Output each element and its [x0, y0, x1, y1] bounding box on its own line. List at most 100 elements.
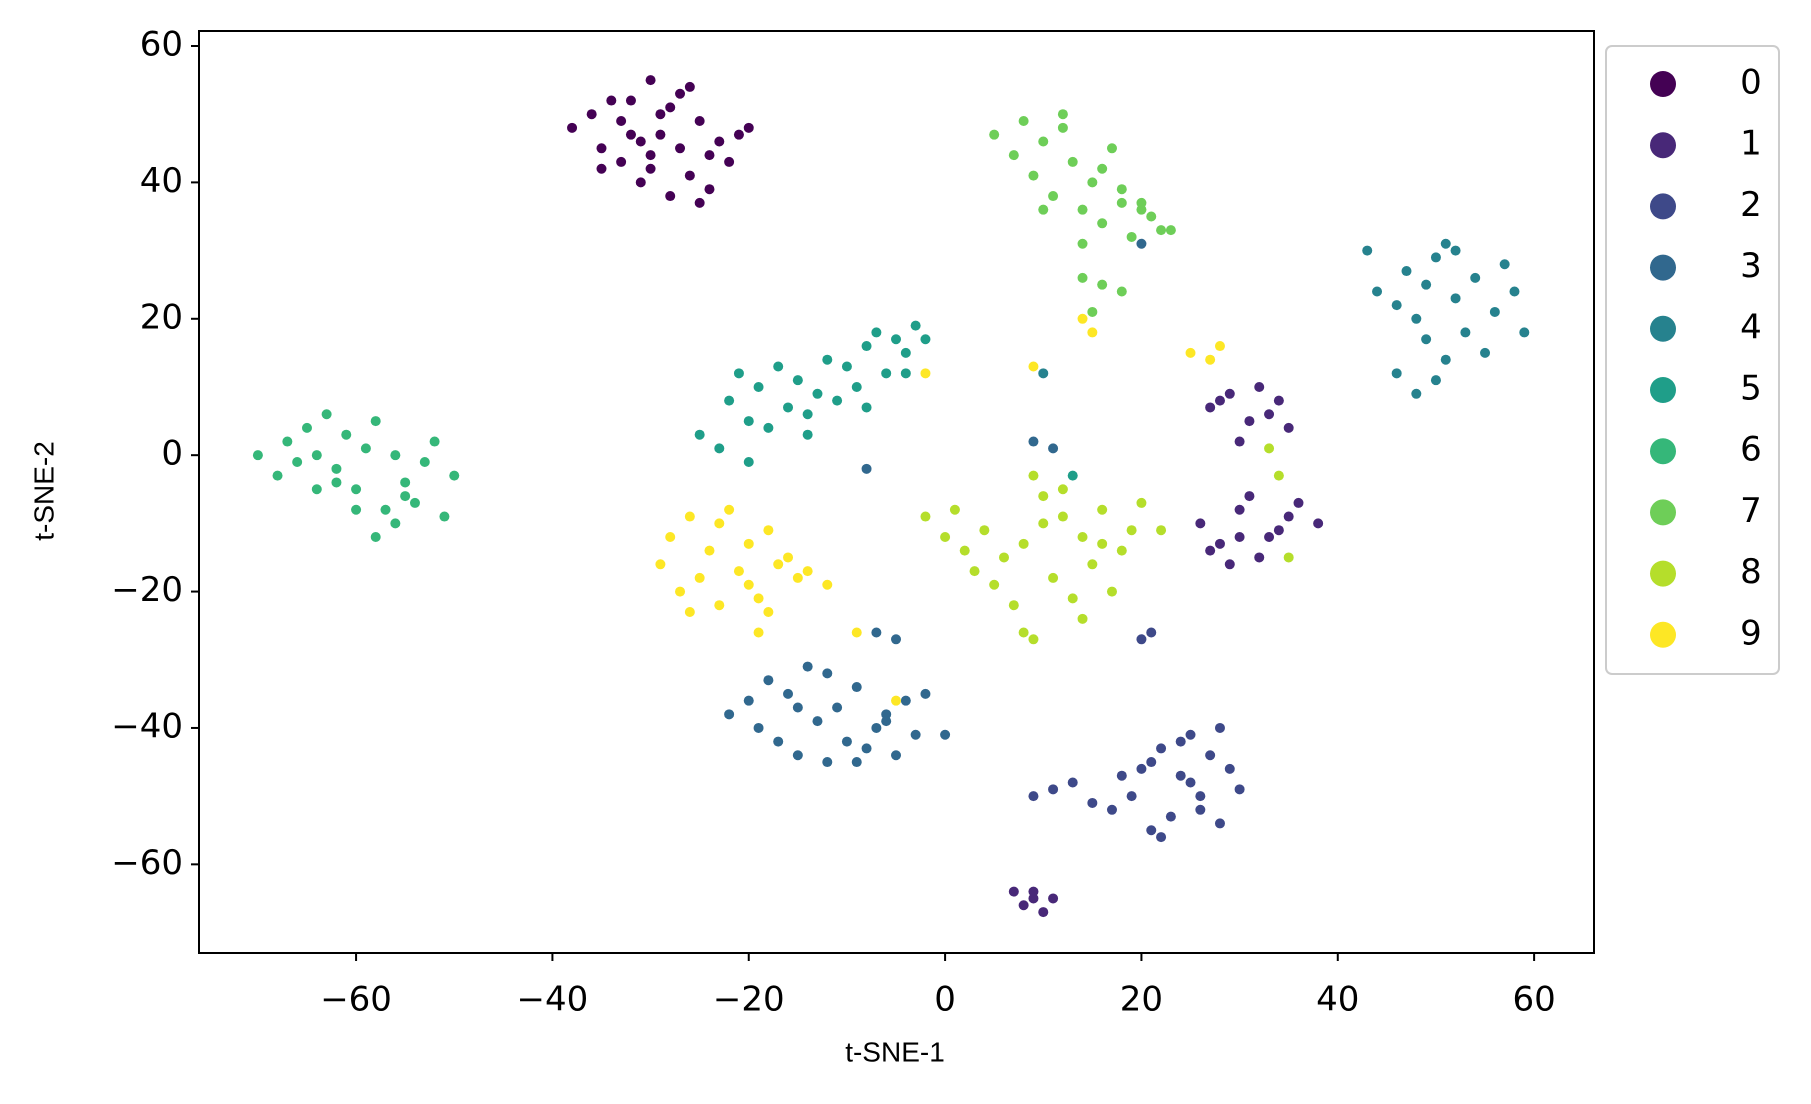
point	[1136, 497, 1147, 508]
legend-marker	[1650, 438, 1676, 465]
legend-label: 9	[1740, 613, 1762, 653]
point	[1205, 750, 1216, 761]
point	[655, 559, 666, 570]
point	[272, 470, 283, 481]
point	[1116, 286, 1127, 297]
point	[753, 627, 764, 638]
point	[783, 552, 794, 563]
point	[1057, 484, 1068, 495]
point	[920, 511, 931, 522]
point	[861, 402, 872, 413]
point	[724, 395, 735, 406]
point	[1411, 388, 1422, 399]
point	[1391, 300, 1402, 311]
point	[841, 736, 852, 747]
point	[802, 409, 813, 420]
point	[940, 729, 951, 740]
point	[871, 327, 882, 338]
point	[743, 416, 754, 427]
point	[733, 368, 744, 379]
point	[1244, 416, 1255, 427]
point	[724, 709, 735, 720]
point	[743, 579, 754, 590]
point	[684, 511, 695, 522]
point	[743, 456, 754, 467]
point	[743, 122, 754, 133]
point	[1146, 627, 1157, 638]
point	[1057, 122, 1068, 133]
point	[753, 381, 764, 392]
point	[822, 668, 833, 679]
point	[832, 395, 843, 406]
point	[645, 75, 656, 86]
point	[694, 116, 705, 127]
point	[1470, 272, 1481, 283]
point	[694, 429, 705, 440]
legend-label: 5	[1740, 369, 1762, 409]
point	[891, 334, 902, 345]
point	[419, 456, 430, 467]
point	[1283, 552, 1294, 563]
point	[812, 716, 823, 727]
point	[586, 109, 597, 120]
point	[1087, 177, 1098, 188]
point	[665, 102, 676, 113]
point	[841, 361, 852, 372]
point	[625, 95, 636, 106]
legend-label: 7	[1740, 491, 1762, 531]
point	[851, 381, 862, 392]
point	[792, 572, 803, 583]
y-tick-label: −60	[111, 843, 183, 883]
point	[753, 722, 764, 733]
point	[1372, 286, 1383, 297]
point	[1430, 252, 1441, 263]
point	[675, 88, 686, 99]
point	[1450, 293, 1461, 304]
point	[655, 109, 666, 120]
point	[1430, 375, 1441, 386]
point	[370, 532, 381, 543]
point	[694, 572, 705, 583]
point	[881, 716, 892, 727]
point	[311, 484, 322, 495]
legend-label: 2	[1740, 185, 1762, 225]
point	[616, 156, 627, 167]
point	[1440, 238, 1451, 249]
point	[694, 197, 705, 208]
point	[1077, 532, 1088, 543]
point	[920, 368, 931, 379]
x-tick-label: −20	[713, 980, 785, 1020]
point	[949, 504, 960, 515]
x-tick-label: 60	[1512, 980, 1555, 1020]
point	[1234, 504, 1245, 515]
point	[390, 450, 401, 461]
point	[1214, 722, 1225, 733]
point	[1234, 532, 1245, 543]
point	[1156, 525, 1167, 536]
point	[1028, 634, 1039, 645]
point	[773, 361, 784, 372]
point	[783, 402, 794, 413]
point	[822, 579, 833, 590]
point	[763, 607, 774, 618]
point	[1018, 900, 1029, 911]
point	[1185, 729, 1196, 740]
point	[331, 463, 342, 474]
legend-label: 4	[1740, 307, 1762, 347]
point	[1283, 422, 1294, 433]
point	[812, 388, 823, 399]
point	[1205, 545, 1216, 556]
legend-marker	[1650, 193, 1676, 220]
point	[998, 552, 1009, 563]
point	[596, 143, 607, 154]
point	[1048, 784, 1059, 795]
point	[1136, 763, 1147, 774]
point	[596, 163, 607, 174]
point	[792, 702, 803, 713]
y-tick-label: 40	[140, 161, 183, 201]
point	[959, 545, 970, 556]
point	[792, 375, 803, 386]
point	[900, 347, 911, 358]
point	[1097, 504, 1108, 515]
x-axis-label: t-SNE-1	[845, 1036, 945, 1067]
